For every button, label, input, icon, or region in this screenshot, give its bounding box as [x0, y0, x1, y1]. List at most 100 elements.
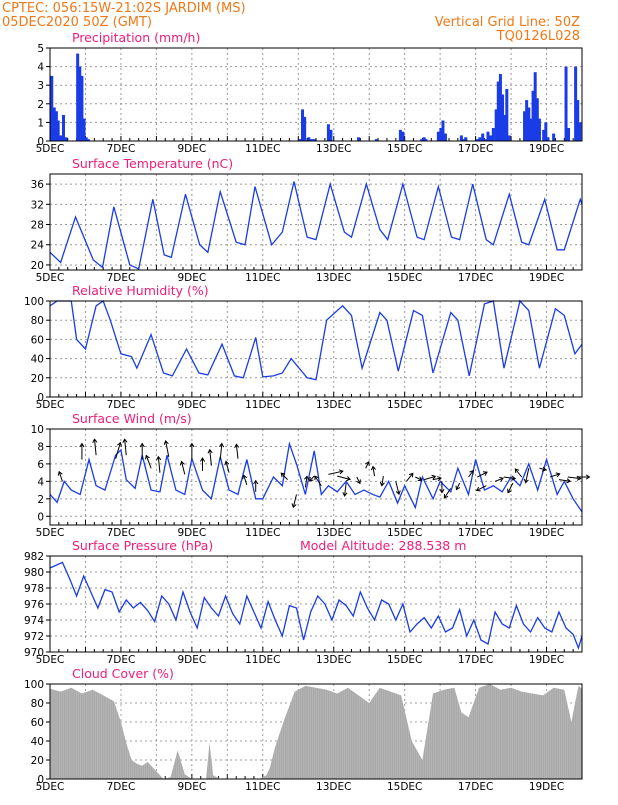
x-tick-label: 5DEC	[36, 272, 65, 284]
precip-bar	[459, 135, 463, 141]
precip-bar	[310, 139, 314, 141]
x-tick-label: 13DEC	[316, 399, 351, 411]
wind-vector-head	[117, 441, 122, 447]
temp-line	[49, 181, 583, 270]
x-tick-label: 9DEC	[178, 527, 207, 539]
wind-vector	[124, 439, 127, 456]
y-tick-label: 32	[31, 199, 44, 211]
x-tick-label: 9DEC	[178, 654, 207, 666]
wind-vector	[443, 488, 452, 499]
wind-vector	[145, 455, 152, 469]
x-tick-label: 15DEC	[387, 781, 422, 793]
precip-bar	[484, 139, 488, 141]
precip-bar	[298, 139, 302, 141]
precip-bar	[357, 137, 361, 141]
wind-vector	[455, 482, 461, 490]
wind-vector	[304, 476, 308, 488]
y-tick-label: 10	[31, 424, 44, 436]
wind-vector-head	[308, 476, 314, 482]
precip-bar	[542, 129, 546, 141]
panel-title: Surface Temperature (nC)	[72, 156, 233, 171]
wind-vector-head	[179, 460, 185, 466]
x-tick-label: 7DEC	[107, 781, 136, 793]
wind-vector	[503, 476, 516, 480]
y-tick-label: 0	[37, 774, 44, 786]
x-tick-label: 15DEC	[387, 399, 422, 411]
x-tick-label: 19DEC	[529, 272, 564, 284]
wind-vector	[94, 439, 97, 456]
header-station: CPTEC: 056:15W-21:02S JARDIM (MS)	[2, 1, 246, 16]
wind-vector	[406, 473, 414, 482]
wind-vector	[432, 477, 442, 481]
x-tick-label: 13DEC	[316, 272, 351, 284]
precip-bar	[501, 94, 505, 141]
cloud-cover-area	[50, 684, 582, 779]
wind-vector	[424, 475, 436, 481]
rh-line	[49, 299, 583, 381]
precip-bar	[80, 75, 84, 141]
wind-vector	[539, 467, 546, 471]
y-tick-label: 3	[37, 80, 44, 92]
wind-vector-head	[511, 475, 517, 481]
x-tick-label: 7DEC	[107, 399, 136, 411]
precip-bar	[478, 137, 482, 141]
x-tick-label: 13DEC	[316, 527, 351, 539]
x-tick-label: 17DEC	[458, 654, 493, 666]
panel-cloud: 0 20 40 60 80 100 Cloud Cover (%) 5DEC 7DEC 9DEC 1…	[24, 666, 583, 793]
panel-frame	[49, 173, 583, 271]
x-tick-label: 15DEC	[387, 272, 422, 284]
precip-bar	[329, 129, 333, 141]
precip-bar	[503, 114, 507, 141]
panel-title: Surface Wind (m/s)	[72, 411, 192, 426]
header-vgrid: Vertical Grid Line: 50Z	[435, 15, 580, 30]
y-tick-label: 982	[24, 551, 44, 563]
x-tick-label: 17DEC	[458, 527, 493, 539]
panel-precip: 0 1 2 3 4 5 Precipitation (mm/h) 5DEC 7DEC 9DEC 11…	[36, 30, 583, 155]
wind-vector-head	[585, 474, 591, 480]
x-tick-label: 17DEC	[458, 399, 493, 411]
wind-vector	[209, 449, 212, 466]
wind-vector-head	[475, 486, 481, 492]
x-tick-label: 19DEC	[529, 781, 564, 793]
precip-bar	[535, 98, 539, 141]
x-tick-label: 9DEC	[178, 399, 207, 411]
y-tick-label: 978	[24, 583, 44, 595]
precip-bar	[567, 127, 571, 141]
y-tick-label: 36	[31, 179, 45, 191]
precip-bar	[401, 131, 405, 141]
x-tick-label: 9DEC	[178, 272, 207, 284]
y-tick-label: 80	[31, 698, 44, 710]
wind-vector	[309, 475, 315, 482]
wind-vector-head	[342, 492, 348, 497]
wind-vector-head	[314, 475, 319, 481]
wind-vector	[115, 442, 121, 459]
panel-wind: 0 2 4 6 8 10 Surface Wind (m/s) 5DEC 7DEC 9DEC 11D…	[31, 411, 591, 539]
wind-vector-head	[139, 442, 145, 448]
wind-vector-head	[566, 478, 572, 484]
y-tick-label: 60	[31, 717, 44, 729]
precip-bar	[436, 131, 440, 141]
precip-bar	[301, 109, 305, 141]
panel-rh: 0 20 40 60 80 100 Relative Humidity (%) 5DEC 7DE…	[24, 283, 583, 411]
wind-vector-head	[514, 468, 520, 474]
wind-vector-head	[523, 478, 529, 484]
y-tick-label: 100	[24, 296, 44, 308]
wind-vector-head	[234, 443, 240, 449]
precip-bar	[86, 139, 90, 141]
precip-bar	[505, 88, 509, 141]
x-tick-label: 5DEC	[36, 527, 65, 539]
precip-bar	[374, 139, 378, 141]
x-tick-label: 11DEC	[245, 143, 280, 155]
wind-vector-head	[92, 438, 98, 443]
precip-bar	[498, 74, 502, 141]
precip-bar	[462, 139, 466, 141]
precip-bar	[552, 133, 556, 141]
precip-bar	[531, 90, 535, 141]
wind-vector-head	[189, 442, 195, 448]
x-tick-label: 5DEC	[36, 781, 65, 793]
precip-bar	[61, 114, 65, 141]
wind-vector-head	[291, 503, 297, 509]
x-tick-label: 13DEC	[316, 654, 351, 666]
wind-vector-head	[346, 476, 351, 482]
precip-bar	[50, 75, 54, 141]
